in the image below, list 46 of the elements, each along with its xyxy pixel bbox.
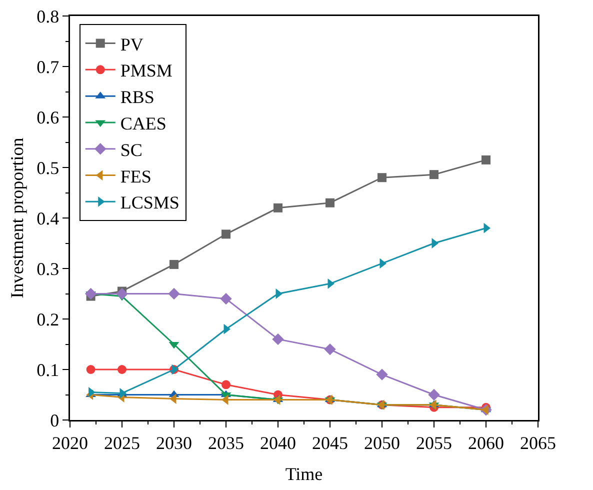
legend-label: RBS — [120, 87, 154, 108]
legend-label: PV — [120, 34, 144, 54]
point — [220, 292, 232, 305]
y-axis-title: Investment proportion — [6, 138, 27, 298]
y-tick-label: 0.2 — [36, 309, 60, 330]
legend-label: FES — [120, 166, 152, 186]
x-tick-label: 2030 — [156, 432, 192, 453]
point — [376, 368, 388, 380]
point — [170, 260, 178, 269]
y-tick-label: 0.1 — [36, 360, 60, 380]
x-tick-label: 2040 — [260, 432, 296, 453]
x-tick-label: 2060 — [468, 432, 504, 453]
point — [222, 380, 230, 390]
point — [168, 288, 180, 300]
legend-label: PMSM — [120, 60, 172, 81]
legend-label: LCSMS — [120, 192, 180, 213]
x-tick-label: 2045 — [312, 432, 348, 453]
point — [84, 288, 97, 300]
x-tick-label: 2025 — [104, 432, 140, 453]
x-tick-label: 2050 — [364, 432, 400, 453]
point — [430, 170, 438, 180]
x-tick-label: 2055 — [416, 432, 452, 453]
point — [222, 230, 230, 239]
x-tick-label: 2020 — [52, 432, 88, 453]
point — [428, 388, 440, 401]
y-tick-label: 0 — [50, 410, 60, 430]
y-tick-label: 0.4 — [36, 208, 60, 228]
legend-label: CAES — [120, 114, 166, 134]
point — [274, 203, 282, 212]
point — [378, 173, 386, 182]
point — [116, 288, 128, 300]
point — [118, 365, 126, 374]
point — [482, 155, 490, 164]
point — [324, 343, 336, 356]
x-tick-label: 2035 — [208, 432, 244, 453]
legend-label: SC — [120, 140, 142, 160]
y-tick-label: 0.7 — [36, 56, 60, 77]
y-tick-label: 0.6 — [36, 107, 60, 128]
point — [326, 198, 334, 208]
point — [272, 333, 284, 346]
x-axis-title: Time — [285, 464, 323, 484]
x-tick-label: 2065 — [520, 432, 556, 453]
y-tick-label: 0.5 — [36, 158, 60, 178]
point — [86, 365, 96, 374]
y-tick-label: 0.8 — [36, 6, 60, 26]
y-tick-label: 0.3 — [36, 258, 60, 279]
